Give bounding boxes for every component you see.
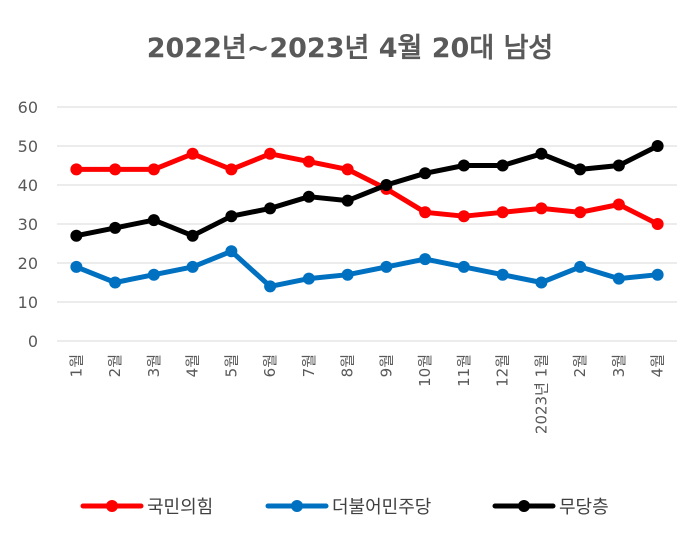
data-point	[109, 276, 122, 289]
legend-item: 무당층	[492, 497, 609, 518]
data-point	[496, 159, 509, 172]
series-2	[70, 245, 664, 293]
data-point	[496, 268, 509, 281]
data-point	[496, 206, 509, 219]
data-point	[109, 221, 122, 234]
data-point	[574, 206, 587, 219]
data-point	[264, 280, 277, 293]
data-point	[341, 163, 354, 176]
data-point	[651, 140, 664, 152]
data-point	[419, 253, 432, 266]
data-point	[419, 167, 432, 180]
x-tick-label: 4월	[649, 354, 667, 377]
x-tick-label: 5월	[222, 354, 240, 377]
data-point	[612, 198, 625, 211]
data-point	[380, 260, 393, 273]
y-tick-label: 60	[18, 98, 38, 117]
x-tick-label: 4월	[184, 354, 202, 377]
x-tick-label: 2월	[106, 354, 124, 377]
legend-swatch-marker	[291, 500, 303, 512]
data-point	[302, 155, 315, 168]
data-point	[186, 147, 199, 160]
data-point	[70, 229, 83, 242]
legend-swatch-marker	[106, 500, 118, 512]
legend-swatch-marker	[518, 500, 530, 512]
x-tick-label: 11월	[455, 354, 473, 387]
data-point	[651, 218, 664, 230]
data-point	[147, 214, 160, 227]
legend-label: 더불어민주당	[332, 497, 431, 518]
legend-label: 국민의힘	[147, 497, 213, 518]
x-tick-label: 8월	[339, 354, 357, 377]
data-point	[574, 260, 587, 273]
y-tick-label: 50	[18, 137, 38, 156]
data-point	[186, 229, 199, 242]
data-point	[612, 159, 625, 172]
y-tick-label: 10	[18, 293, 38, 312]
legend-item: 더불어민주당	[265, 497, 431, 518]
data-point	[186, 260, 199, 273]
x-tick-label: 12월	[494, 354, 512, 387]
y-tick-label: 20	[18, 254, 38, 273]
x-tick-label: 10월	[416, 354, 434, 387]
series-line	[73, 151, 661, 227]
data-point	[341, 194, 354, 207]
data-point	[225, 210, 238, 223]
x-tick-label: 2월	[571, 354, 589, 377]
data-point	[264, 147, 277, 160]
data-point	[574, 163, 587, 176]
data-point	[302, 190, 315, 203]
data-point	[457, 260, 470, 273]
series-1	[70, 147, 664, 230]
x-tick-label: 3월	[145, 354, 163, 377]
legend-label: 무당층	[559, 497, 609, 518]
y-tick-label: 30	[18, 215, 38, 234]
data-point	[109, 163, 122, 176]
data-point	[70, 163, 83, 176]
data-point	[147, 268, 160, 281]
data-point	[225, 245, 238, 258]
legend-item: 국민의힘	[80, 497, 213, 518]
y-tick-label: 40	[18, 176, 38, 195]
data-point	[612, 272, 625, 285]
y-tick-label: 0	[28, 332, 38, 351]
data-point	[70, 260, 83, 273]
data-point	[302, 272, 315, 285]
x-tick-label: 1월	[67, 354, 85, 377]
series-3	[70, 140, 664, 242]
data-point	[147, 163, 160, 176]
data-point	[264, 202, 277, 215]
data-point	[457, 159, 470, 172]
data-point	[457, 210, 470, 223]
x-tick-label: 6월	[261, 354, 279, 377]
data-point	[535, 202, 548, 215]
data-point	[341, 268, 354, 281]
data-point	[380, 179, 393, 191]
x-tick-label: 3월	[610, 354, 628, 377]
data-point	[225, 163, 238, 176]
data-point	[419, 206, 432, 219]
series-line	[73, 248, 661, 289]
data-point	[535, 276, 548, 289]
x-tick-label: 2023년 1월	[532, 354, 550, 434]
x-tick-label: 7월	[300, 354, 318, 377]
series-line	[73, 143, 661, 239]
x-tick-label: 9월	[377, 354, 395, 377]
chart-title: 2022년~2023년 4월 20대 남성	[146, 33, 554, 64]
data-point	[651, 268, 664, 281]
data-point	[535, 147, 548, 160]
